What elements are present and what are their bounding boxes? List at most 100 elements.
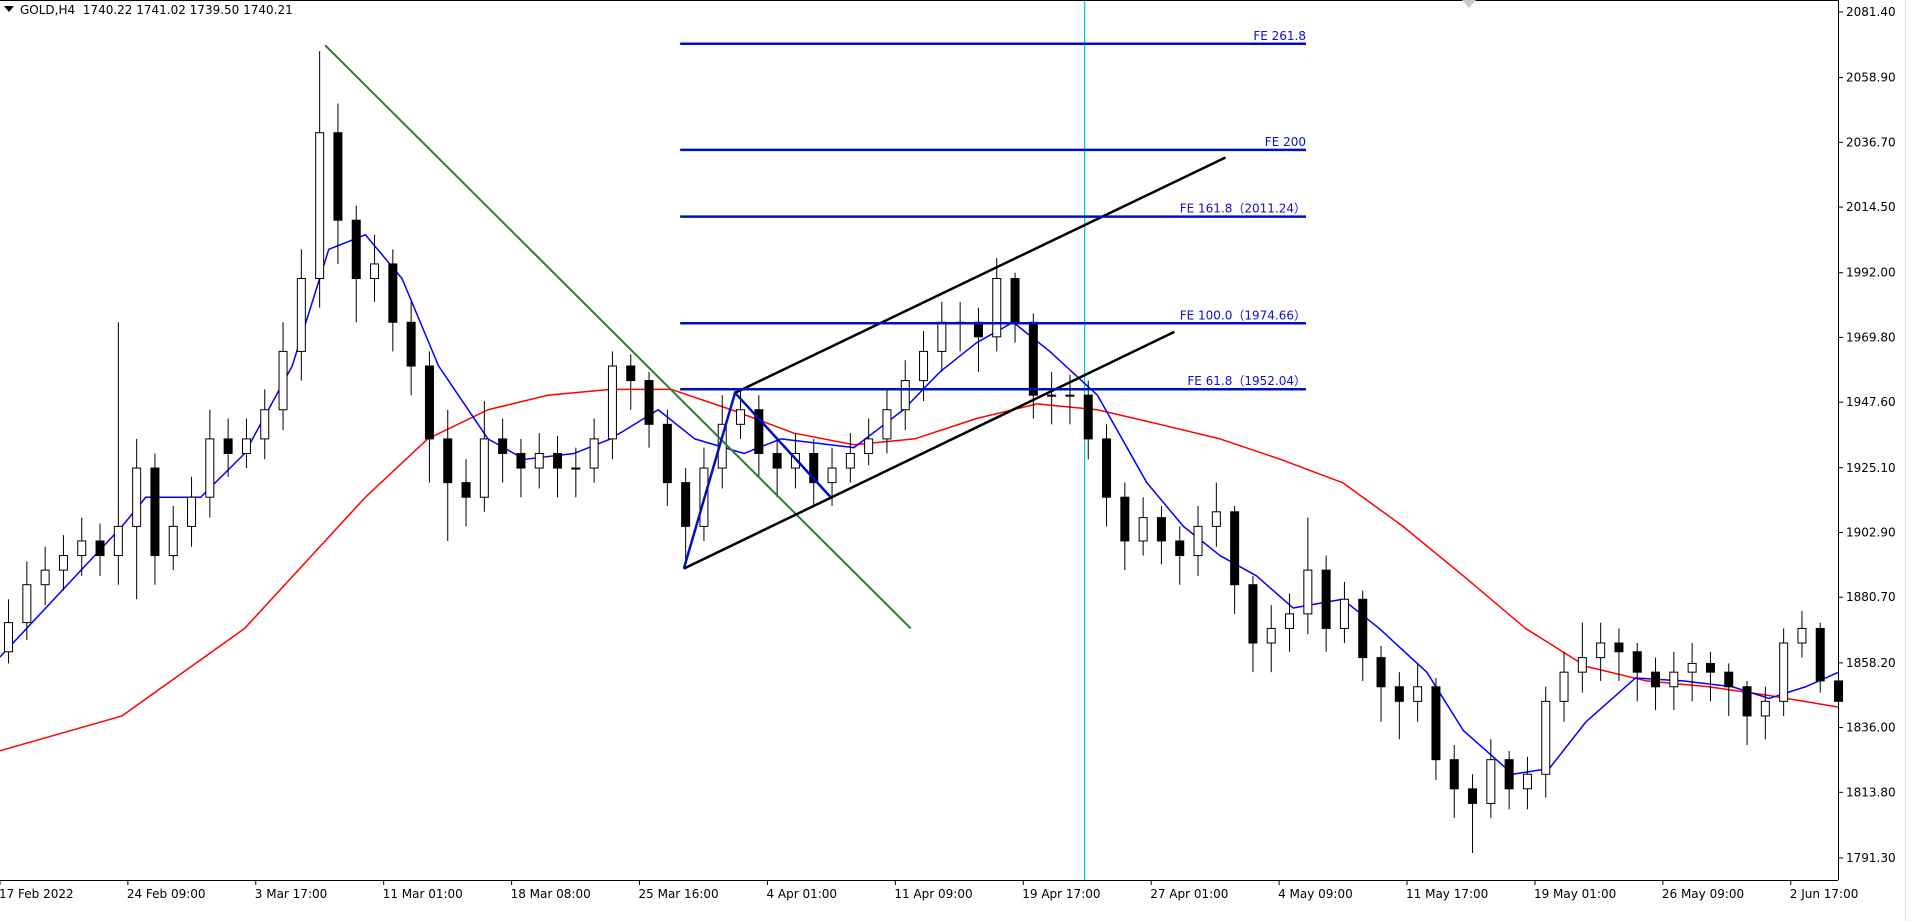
candle-body	[1413, 686, 1423, 702]
candle-body	[58, 555, 68, 571]
candle-body	[1211, 511, 1221, 527]
candle-body	[461, 482, 471, 498]
candle-body	[241, 438, 251, 454]
candle-body	[1468, 788, 1478, 804]
candle-body	[937, 321, 947, 352]
fib-expansion-path[interactable]	[682, 390, 832, 570]
shift-marker-icon[interactable]	[1462, 0, 1476, 8]
candle-body	[900, 380, 910, 411]
candle-body	[168, 525, 178, 557]
candle-body	[571, 467, 581, 470]
candle-body	[1028, 321, 1038, 396]
x-tick-label: 17 Feb 2022	[0, 887, 74, 901]
candle-body	[1156, 517, 1166, 542]
candle-body	[370, 263, 380, 280]
candle-body	[223, 438, 233, 454]
candle-body	[4, 622, 14, 653]
channel-lower-line[interactable]	[683, 330, 1175, 570]
candle-body	[113, 525, 123, 557]
candle-body	[1449, 759, 1459, 790]
candle-body	[1705, 662, 1715, 673]
x-tick-label: 18 Mar 08:00	[511, 887, 591, 901]
candle-body	[1047, 394, 1057, 397]
candle-body	[607, 365, 617, 440]
y-tick-label: 1813.80	[1846, 785, 1896, 799]
candle-body	[1138, 517, 1148, 542]
y-tick-label: 1791.30	[1846, 851, 1896, 865]
y-tick-label: 1836.00	[1846, 721, 1896, 735]
candle-body	[1394, 686, 1404, 702]
y-tick-label: 1969.80	[1846, 330, 1896, 344]
candle-body	[40, 569, 50, 586]
x-tick-label: 11 Mar 01:00	[383, 887, 463, 901]
candle-body	[553, 452, 563, 469]
x-tick-label: 11 May 17:00	[1406, 887, 1488, 901]
x-tick-label: 25 Mar 16:00	[639, 887, 719, 901]
y-tick-label: 1992.00	[1846, 266, 1896, 280]
candle-body	[845, 452, 855, 469]
candle-body	[260, 409, 270, 440]
candle-body	[644, 380, 654, 425]
candle-body	[1596, 642, 1606, 659]
x-tick-label: 3 Mar 17:00	[255, 887, 328, 901]
symbol-label: GOLD,H4	[20, 3, 76, 17]
candle-body	[187, 496, 197, 527]
candle-body	[95, 540, 105, 557]
candle-body	[1083, 394, 1093, 440]
fib-level-label: FE 100.0（1974.66）	[1180, 308, 1306, 322]
candle-body	[790, 452, 800, 469]
candle-body	[315, 132, 325, 280]
y-tick-label: 1947.60	[1846, 395, 1896, 409]
candle-body	[1230, 511, 1240, 586]
candle-body	[754, 409, 764, 454]
candle-body	[1577, 657, 1587, 673]
candle-body	[351, 219, 361, 280]
candle-body	[1651, 671, 1661, 688]
x-tick-label: 24 Feb 09:00	[127, 887, 206, 901]
candle-body	[626, 365, 636, 382]
dropdown-triangle-icon[interactable]	[4, 6, 14, 12]
candle-body	[1522, 773, 1532, 790]
candle-body	[278, 350, 288, 411]
x-tick-label: 4 May 09:00	[1278, 887, 1353, 901]
candle-body	[1358, 598, 1368, 659]
y-tick-label: 2014.50	[1846, 200, 1896, 214]
candle-body	[534, 452, 544, 469]
candle-body	[1010, 278, 1020, 323]
candle-body	[992, 278, 1002, 338]
fib-level-label: FE 161.8（2011.24）	[1180, 202, 1306, 216]
candle-body	[1120, 496, 1130, 542]
candle-body	[498, 438, 508, 454]
candle-body	[919, 350, 929, 382]
candle-body	[1321, 569, 1331, 629]
candle-body	[479, 438, 489, 498]
candle-body	[205, 438, 215, 498]
trendline[interactable]	[324, 44, 912, 630]
x-tick-label: 2 Jun 17:00	[1790, 887, 1859, 901]
candle-body	[1339, 598, 1349, 629]
channel-upper-line[interactable]	[734, 156, 1227, 394]
candle-body	[424, 365, 434, 440]
candle-body	[1486, 759, 1496, 804]
candle-body	[882, 409, 892, 440]
candle-body	[1065, 394, 1075, 397]
candle-body	[1431, 686, 1441, 761]
candle-body	[1285, 613, 1295, 629]
candle-body	[132, 467, 142, 527]
y-tick-label: 1858.20	[1846, 656, 1896, 670]
candle-body	[1193, 525, 1203, 557]
x-tick-label: 19 Apr 17:00	[1022, 887, 1100, 901]
candle-body	[516, 452, 526, 469]
candle-body	[827, 467, 837, 484]
chart-header: GOLD,H4 1740.22 1741.02 1739.50 1740.21	[4, 3, 293, 17]
candle-body	[406, 321, 416, 367]
candle-body	[1779, 642, 1789, 702]
ma-slow-line	[0, 388, 1839, 752]
candle-body	[736, 409, 746, 425]
candle-body	[296, 278, 306, 352]
candle-body	[1797, 627, 1807, 644]
y-tick-label: 2081.40	[1846, 5, 1896, 19]
candle-body	[681, 482, 691, 527]
candle-body	[1559, 671, 1569, 702]
